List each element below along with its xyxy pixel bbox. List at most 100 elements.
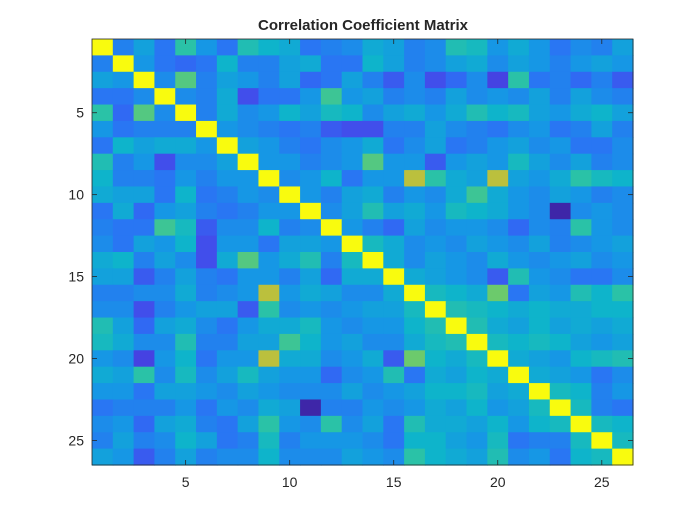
heatmap-cell (383, 104, 405, 122)
heatmap-cell (383, 186, 405, 204)
heatmap-cell (279, 71, 301, 89)
heatmap-cell (300, 219, 322, 237)
heatmap-cell (175, 399, 197, 417)
heatmap-cell (320, 383, 343, 401)
heatmap-cell (341, 383, 364, 401)
heatmap-cell (154, 88, 176, 106)
heatmap-cell (487, 333, 509, 351)
heatmap-cell (92, 120, 114, 138)
heatmap-cell (320, 71, 343, 89)
heatmap-cell (424, 399, 447, 417)
heatmap-cell (300, 120, 322, 138)
heatmap-cell (570, 284, 592, 302)
heatmap-cell (549, 268, 572, 286)
heatmap-cell (237, 153, 260, 171)
heatmap-cell (549, 350, 572, 368)
heatmap-cell (362, 366, 384, 384)
heatmap-cell (612, 120, 634, 138)
heatmap-cell (92, 366, 114, 384)
heatmap-cell (591, 333, 613, 351)
heatmap-cell (237, 235, 260, 253)
heatmap-cell (362, 71, 384, 89)
heatmap-cell (549, 120, 572, 138)
heatmap-cell (112, 88, 135, 106)
heatmap-cell (528, 317, 551, 335)
heatmap-cell (320, 399, 343, 417)
heatmap-cell (591, 350, 613, 368)
heatmap-cell (133, 88, 156, 106)
heatmap-cell (528, 55, 551, 73)
heatmap-cell (112, 104, 135, 122)
heatmap-cell (591, 415, 613, 433)
heatmap-cell (383, 202, 405, 220)
heatmap-cell (528, 350, 551, 368)
heatmap-cell (175, 39, 197, 56)
heatmap-cell (404, 383, 426, 401)
heatmap-cell (112, 235, 135, 253)
heatmap-cell (92, 137, 114, 155)
heatmap-cell (508, 252, 530, 269)
heatmap-cell (487, 39, 509, 56)
heatmap-cell (424, 39, 447, 56)
heatmap-cell (445, 432, 468, 450)
heatmap-cell (424, 235, 447, 253)
heatmap-cell (404, 301, 426, 319)
heatmap-cell (362, 137, 384, 155)
heatmap-cell (570, 252, 592, 269)
heatmap-cell (528, 39, 551, 56)
heatmap-cell (196, 153, 218, 171)
heatmap-cell (487, 71, 509, 89)
heatmap-cell (196, 284, 218, 302)
heatmap-cell (404, 71, 426, 89)
heatmap-cell (591, 252, 613, 269)
heatmap-cell (300, 186, 322, 204)
heatmap-cell (445, 268, 468, 286)
heatmap-cell (570, 137, 592, 155)
heatmap-cell (341, 432, 364, 450)
heatmap-cell (383, 39, 405, 56)
heatmap-cell (216, 137, 239, 155)
heatmap-cell (445, 333, 468, 351)
heatmap-cells (92, 39, 634, 466)
heatmap-cell (383, 268, 405, 286)
heatmap-cell (133, 415, 156, 433)
heatmap-cell (466, 120, 488, 138)
heatmap-cell (112, 415, 135, 433)
heatmap-cell (133, 284, 156, 302)
heatmap-cell (196, 399, 218, 417)
heatmap-cell (196, 350, 218, 368)
heatmap-cell (445, 219, 468, 237)
heatmap-cell (196, 383, 218, 401)
heatmap-cell (112, 399, 135, 417)
heatmap-cell (404, 55, 426, 73)
heatmap-cell (92, 88, 114, 106)
heatmap-cell (320, 301, 343, 319)
heatmap-cell (196, 202, 218, 220)
heatmap-cell (591, 219, 613, 237)
heatmap-cell (320, 333, 343, 351)
heatmap-cell (383, 153, 405, 171)
heatmap-cell (216, 448, 239, 466)
heatmap-cell (508, 333, 530, 351)
heatmap-cell (549, 432, 572, 450)
heatmap-cell (133, 186, 156, 204)
heatmap-cell (154, 448, 176, 466)
heatmap-cell (445, 186, 468, 204)
heatmap-cell (383, 88, 405, 106)
heatmap-cell (133, 202, 156, 220)
heatmap-cell (175, 350, 197, 368)
heatmap-cell (466, 39, 488, 56)
heatmap-cell (362, 202, 384, 220)
heatmap-cell (528, 415, 551, 433)
heatmap-cell (175, 252, 197, 269)
heatmap-cell (258, 55, 280, 73)
heatmap-cell (424, 55, 447, 73)
heatmap-cell (424, 252, 447, 269)
heatmap-cell (279, 448, 301, 466)
heatmap-cell (591, 366, 613, 384)
heatmap-cell (383, 448, 405, 466)
heatmap-cell (341, 120, 364, 138)
heatmap-cell (300, 252, 322, 269)
heatmap-cell (258, 186, 280, 204)
